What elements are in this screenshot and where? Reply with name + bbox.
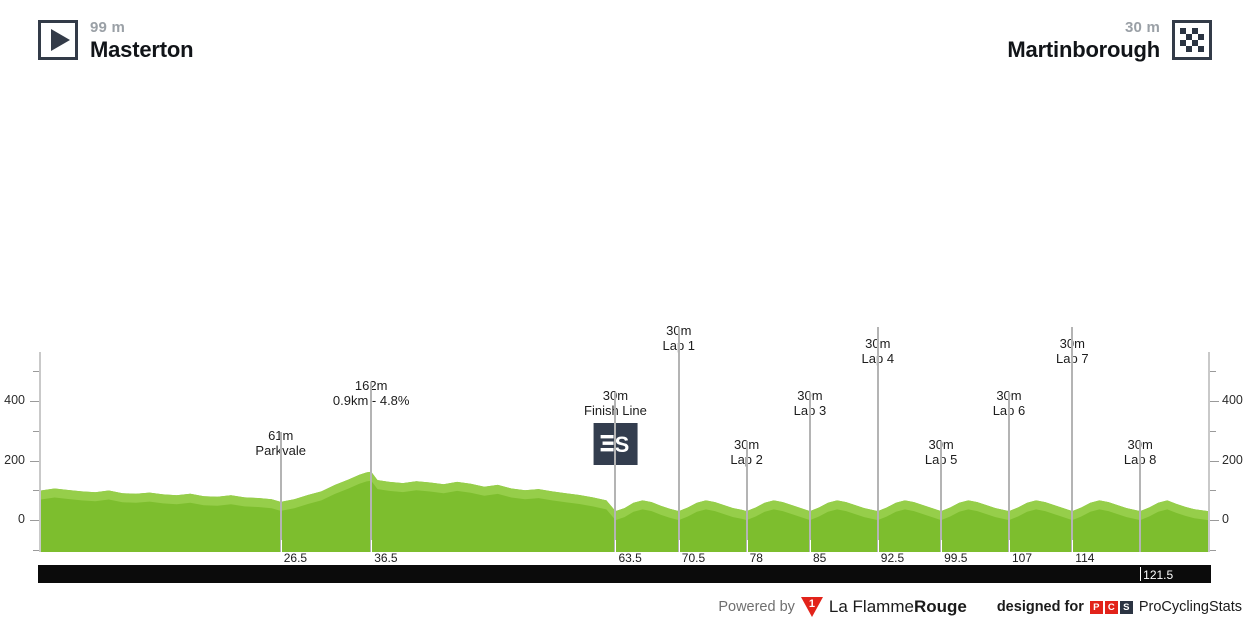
y-label-right-400: 400 (1222, 393, 1243, 407)
y-label-left-200: 200 (4, 452, 25, 467)
y-label-right-200: 200 (1222, 452, 1243, 467)
distance-label-0: 0 (44, 551, 52, 566)
pcs-box-p: P (1089, 600, 1103, 614)
distance-label-70.5: 70.5 (681, 551, 706, 565)
y-tick-left-400 (30, 401, 39, 402)
y-tick-minor-right--100 (1210, 549, 1216, 551)
flamme-light-text: La Flamme (828, 597, 914, 616)
y-tick-minor-right-500 (1210, 371, 1216, 373)
y-tick-right-400 (1210, 401, 1219, 402)
powered-by-group: Powered by 1 La FlammeRouge (718, 597, 967, 617)
y-tick-left-200 (30, 460, 39, 462)
y-tick-right-0 (1210, 520, 1219, 521)
distance-label-99.5: 99.5 (944, 551, 968, 565)
start-city-name: Masterton (90, 36, 194, 62)
distance-label-129: 129 (1174, 550, 1196, 565)
y-tick-minor-left--100 (33, 549, 39, 551)
y-tick-minor-left-500 (33, 371, 39, 373)
distance-separator-121.5 (1140, 567, 1142, 581)
distance-separator-26.5 (280, 540, 282, 562)
y-axis-left (39, 352, 41, 552)
annotation-stem-parkvale-climb (279, 432, 282, 552)
pcs-box-s: S (1119, 600, 1133, 614)
footer: Powered by 1 La FlammeRouge designed for… (0, 597, 1250, 617)
annotation-stem-climb-162m (370, 382, 373, 552)
y-tick-minor-right-100 (1210, 490, 1216, 492)
y-tick-minor-left-100 (33, 490, 39, 492)
annotation-stem-lap-7 (1071, 327, 1074, 552)
distance-separator-114 (1072, 540, 1074, 562)
y-tick-left-0 (30, 520, 39, 521)
distance-separator-36.5 (371, 540, 373, 562)
flamme-rouge-digit: 1 (808, 598, 815, 610)
start-text: 99 m Masterton (90, 19, 194, 62)
distance-label-107: 107 (1011, 551, 1032, 565)
y-tick-right-200 (1210, 460, 1219, 462)
checkered-flag-icon (1172, 20, 1212, 61)
distance-label-92.5: 92.5 (880, 551, 905, 565)
stage-finish-header: 30 m Martinborough (1007, 20, 1212, 61)
powered-by-label: Powered by (718, 599, 795, 615)
y-label-right-0: 0 (1222, 512, 1229, 526)
y-axis-right (1208, 352, 1210, 552)
finish-text: 30 m Martinborough (1007, 20, 1160, 61)
flamme-bold-text: Rouge (913, 597, 967, 616)
annotation-stem-lap-2 (745, 441, 748, 552)
distance-label-63.5: 63.5 (618, 551, 642, 565)
flamme-rouge-triangle-icon: 1 (800, 597, 823, 617)
designed-for-label: designed for (996, 599, 1084, 615)
play-triangle-icon (38, 20, 78, 61)
distance-label-26.5: 26.5 (283, 551, 308, 565)
annotation-stem-lap-4 (876, 327, 879, 552)
distance-separator-70.5 (678, 540, 680, 562)
finish-altitude: 30 m (1125, 19, 1160, 36)
designed-for-group: designed for P C S ProCyclingStats (997, 599, 1242, 615)
distance-separator-63.5 (615, 540, 617, 562)
y-tick-minor-left-300 (33, 430, 39, 432)
annotation-stem-lap-3 (808, 392, 811, 552)
distance-label-78: 78 (749, 551, 763, 565)
distance-label-121.5: 121.5 (1143, 568, 1174, 582)
pcs-box-c: C (1104, 600, 1118, 614)
y-label-left-400: 400 (4, 393, 25, 407)
la-flamme-rouge-logo-text: La FlammeRouge (829, 597, 967, 617)
y-tick-minor-right-300 (1210, 430, 1216, 432)
finish-city-name: Martinborough (1007, 36, 1160, 62)
y-label-left-0: 0 (18, 512, 25, 526)
distance-separator-99.5 (941, 540, 943, 562)
annotation-stem-lap-5 (940, 441, 943, 552)
distance-label-114: 114 (1075, 551, 1095, 565)
pcs-logo-icon: P C S (1089, 600, 1133, 614)
stage-start-header: 99 m Masterton (38, 19, 194, 62)
distance-separator-107 (1008, 540, 1010, 562)
elevation-ridge-highlight (41, 471, 1208, 521)
distance-separator-92.5 (877, 540, 879, 562)
route-bottom-bar (38, 565, 1211, 583)
distance-separator-85 (809, 540, 811, 562)
annotation-stem-lap-6 (1007, 392, 1010, 552)
procyclingstats-label: ProCyclingStats (1138, 599, 1242, 615)
annotation-stem-lap-8 (1139, 441, 1142, 552)
annotation-stem-lap-1 (677, 327, 680, 552)
distance-label-85: 85 (812, 551, 827, 565)
annotation-stem-finish-line (614, 392, 617, 552)
start-altitude: 99 m (90, 19, 125, 36)
distance-label-36.5: 36.5 (374, 551, 398, 565)
distance-separator-78 (746, 540, 748, 562)
